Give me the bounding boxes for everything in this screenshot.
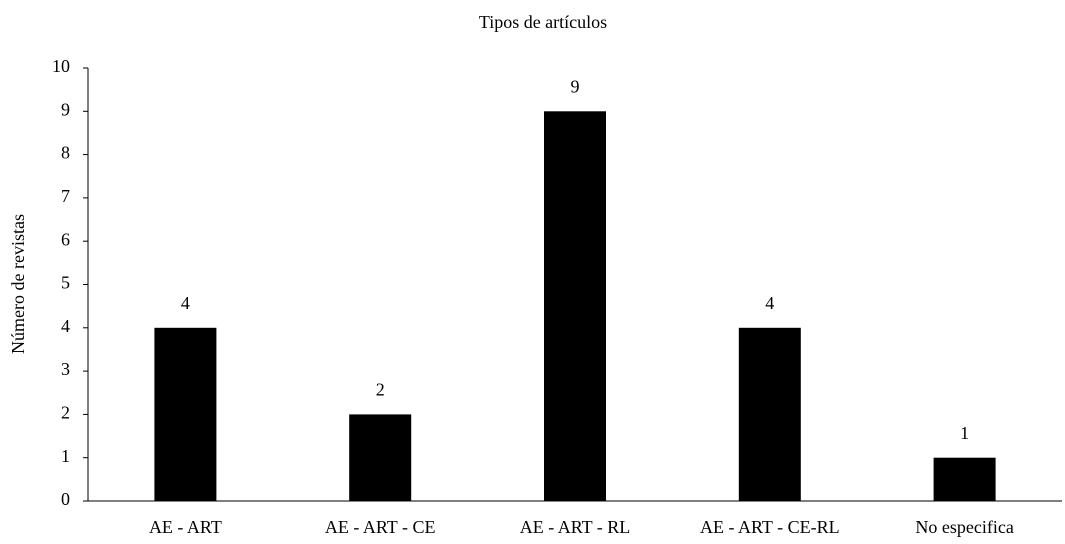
y-tick-label: 3 [61,359,70,379]
y-tick-label: 9 [61,99,70,119]
x-tick-label: AE - ART - CE [325,517,436,537]
y-tick-label: 2 [61,403,70,423]
y-tick-label: 4 [61,316,70,336]
bar [738,327,801,501]
y-tick-label: 6 [61,229,70,249]
y-tick-label: 5 [61,273,70,293]
chart-title: Tipos de artículos [479,12,607,32]
data-label: 4 [181,293,190,313]
y-axis-label: Número de revistas [8,214,28,354]
data-label: 2 [376,380,385,400]
x-tick-label: AE - ART - CE-RL [700,517,840,537]
bar [154,327,217,501]
y-tick-label: 7 [61,186,70,206]
y-tick-label: 0 [61,489,70,509]
x-tick-label: No especifica [915,517,1013,537]
y-tick-label: 8 [61,143,70,163]
data-label: 4 [765,293,774,313]
bar [349,414,412,501]
bar [544,111,606,502]
y-tick-label: 1 [61,446,70,466]
y-tick-label: 10 [52,56,70,76]
bar [933,457,996,501]
x-tick-label: AE - ART - RL [520,517,631,537]
x-tick-label: AE - ART [149,517,222,537]
data-label: 1 [960,423,969,443]
data-label: 9 [571,76,580,96]
